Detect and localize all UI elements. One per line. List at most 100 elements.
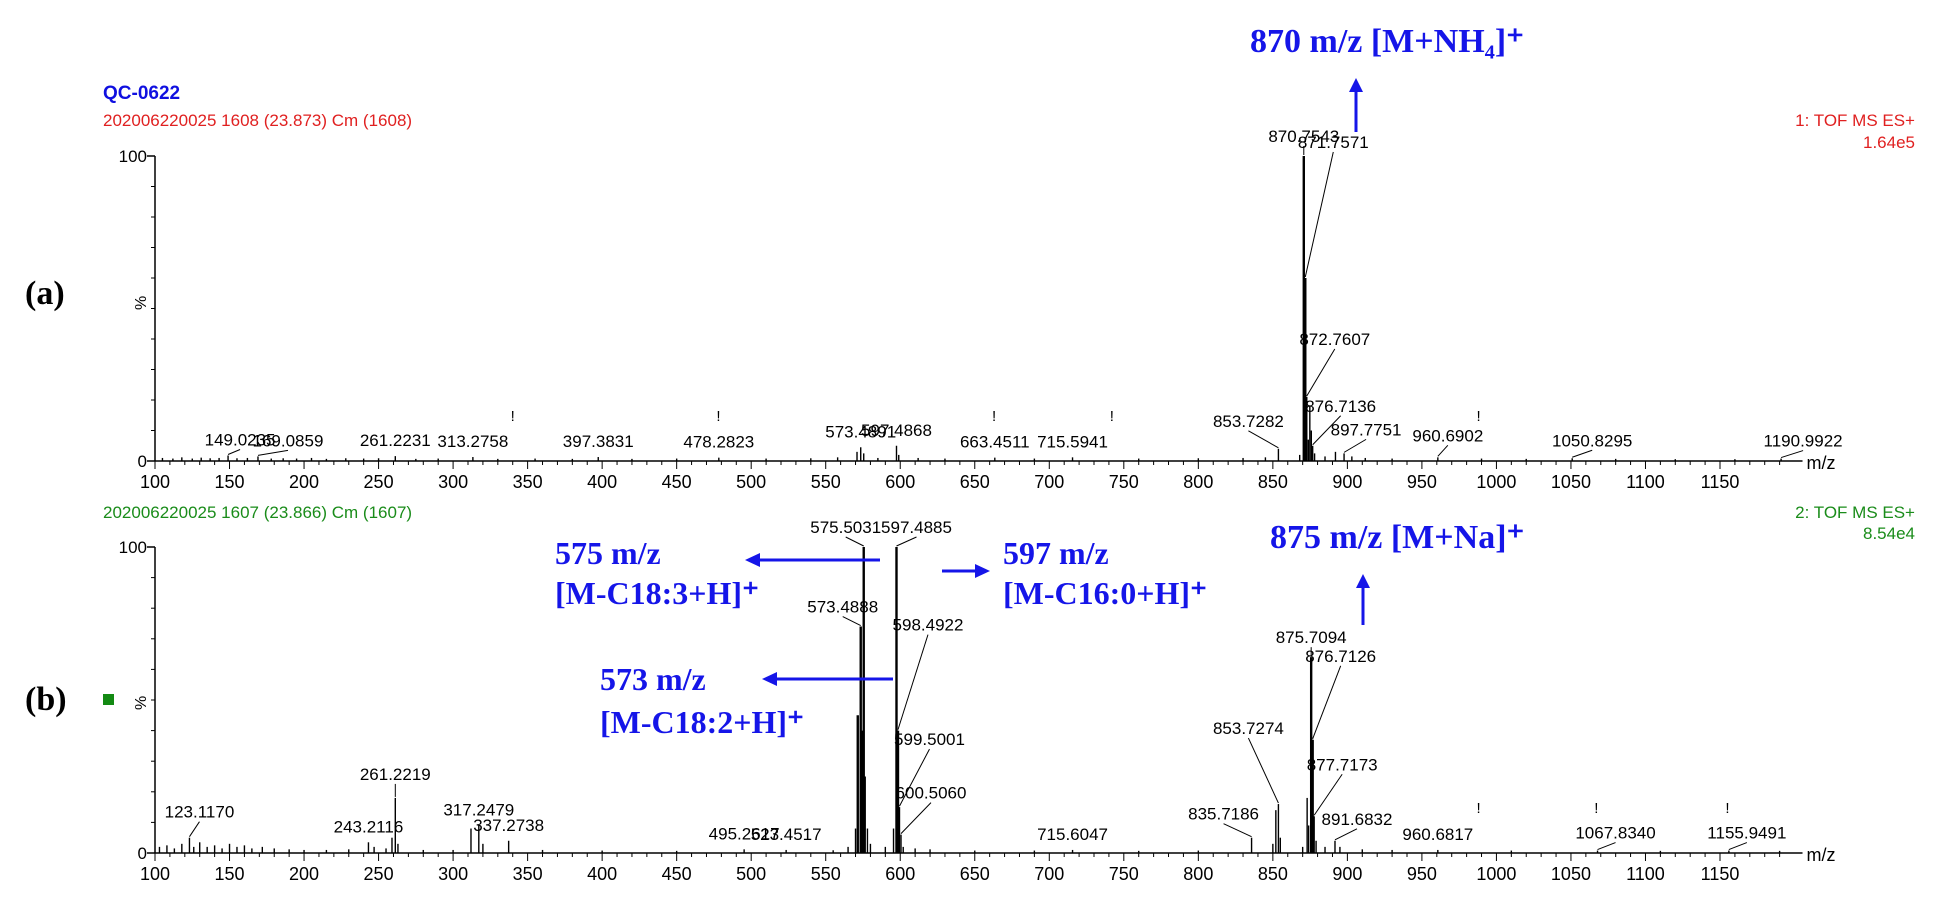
panel-a-scan-info: 202006220025 1608 (23.873) Cm (1608) bbox=[103, 111, 412, 130]
peak-label-leader bbox=[842, 616, 861, 627]
x-tick-label: 350 bbox=[513, 864, 543, 884]
y-tick-label: 0 bbox=[138, 452, 147, 471]
panel-a-label: (a) bbox=[25, 275, 65, 312]
x-tick-label: 1150 bbox=[1701, 864, 1740, 884]
x-tick-label: 550 bbox=[811, 864, 841, 884]
peak-label: 877.7173 bbox=[1307, 755, 1378, 774]
peak-label-leader bbox=[1780, 450, 1804, 459]
panel-a-ylabel: % bbox=[133, 296, 150, 310]
peak-label: 960.6902 bbox=[1412, 426, 1483, 445]
peak-label: 337.2738 bbox=[473, 816, 544, 835]
peak-label: 573.4888 bbox=[807, 598, 878, 617]
peak-label: 853.7282 bbox=[1213, 412, 1284, 431]
x-tick-label: 1100 bbox=[1626, 864, 1665, 884]
x-tick-label: 1150 bbox=[1701, 472, 1740, 492]
x-tick-label: 150 bbox=[215, 472, 245, 492]
peak-label: 149.0235 bbox=[205, 431, 276, 450]
saturation-flag: ! bbox=[1110, 408, 1114, 425]
x-tick-label: 250 bbox=[364, 864, 394, 884]
peak-label: 261.2231 bbox=[360, 431, 431, 450]
panel-b-scan-info: 202006220025 1607 (23.866) Cm (1607) bbox=[103, 503, 412, 522]
x-tick-label: 700 bbox=[1034, 864, 1064, 884]
x-tick-label: 500 bbox=[736, 472, 766, 492]
x-tick-label: 300 bbox=[438, 864, 468, 884]
x-tick-label: 750 bbox=[1109, 472, 1139, 492]
x-tick-label: 850 bbox=[1258, 472, 1288, 492]
peak-label-leader bbox=[845, 536, 864, 547]
annotation-875: 875 m/z [M+Na]⁺ bbox=[1270, 519, 1524, 556]
peak-label: 397.3831 bbox=[563, 432, 634, 451]
annotation-597-mz: 597 m/z bbox=[1003, 535, 1109, 571]
peak-label-leader bbox=[1304, 151, 1334, 278]
peak-label-leader bbox=[1728, 842, 1748, 851]
peak-label: 715.5941 bbox=[1037, 432, 1108, 451]
peak-label: 663.4511 bbox=[960, 433, 1030, 452]
peak-label: 870.7543 bbox=[1268, 127, 1339, 146]
sample-label: QC-0622 bbox=[103, 83, 180, 104]
peak-label: 891.6832 bbox=[1322, 810, 1393, 829]
peak-label: 853.7274 bbox=[1213, 719, 1284, 738]
x-tick-label: 700 bbox=[1034, 472, 1064, 492]
x-tick-label: 150 bbox=[215, 864, 245, 884]
panel-b-function: 2: TOF MS ES+ bbox=[1795, 503, 1915, 522]
peak-label: 835.7186 bbox=[1188, 805, 1259, 824]
panel-b-marker bbox=[103, 694, 114, 705]
peak-label: 495.2617 bbox=[709, 824, 780, 843]
saturation-flag: ! bbox=[1476, 800, 1480, 817]
saturation-flag: ! bbox=[1476, 408, 1480, 425]
peak-label-leader bbox=[900, 802, 932, 834]
saturation-flag: ! bbox=[1594, 800, 1598, 817]
x-tick-label: 1050 bbox=[1551, 864, 1591, 884]
x-tick-label: 450 bbox=[662, 864, 692, 884]
x-tick-label: 250 bbox=[364, 472, 394, 492]
arrow-870-head bbox=[1349, 78, 1363, 92]
panel-b-intensity: 8.54e4 bbox=[1863, 524, 1915, 543]
x-axis-label: m/z bbox=[1807, 453, 1836, 473]
peak-label: 960.6817 bbox=[1402, 825, 1473, 844]
x-tick-label: 400 bbox=[587, 472, 617, 492]
x-tick-label: 600 bbox=[885, 864, 915, 884]
peak-label: 600.5060 bbox=[896, 784, 967, 803]
x-tick-label: 600 bbox=[885, 472, 915, 492]
arrow-575-head bbox=[745, 553, 760, 567]
x-tick-label: 550 bbox=[811, 472, 841, 492]
peak-label: 573.4891 bbox=[825, 422, 896, 441]
peak-label: 1190.9922 bbox=[1764, 432, 1843, 451]
x-tick-label: 1000 bbox=[1476, 472, 1516, 492]
x-tick-label: 200 bbox=[289, 864, 319, 884]
peak-label: 313.2758 bbox=[437, 432, 508, 451]
peak-label: 317.2479 bbox=[443, 800, 514, 819]
panel-a-function: 1: TOF MS ES+ bbox=[1795, 111, 1915, 130]
x-tick-label: 800 bbox=[1183, 472, 1213, 492]
peak-label-leader bbox=[257, 449, 289, 456]
x-tick-label: 1050 bbox=[1551, 472, 1591, 492]
annotation-870: 870 m/z [M+NH₄]⁺ bbox=[1250, 23, 1524, 60]
y-tick-label: 0 bbox=[138, 844, 147, 863]
x-tick-label: 500 bbox=[736, 864, 766, 884]
peak-label-leader bbox=[1312, 415, 1342, 446]
annotation-573-ion: [M-C18:2+H]⁺ bbox=[600, 704, 804, 740]
saturation-flag: ! bbox=[992, 408, 996, 425]
peak-label: 261.2219 bbox=[360, 765, 431, 784]
arrow-597-head bbox=[975, 564, 990, 578]
panel-a-intensity: 1.64e5 bbox=[1863, 133, 1915, 152]
x-tick-label: 300 bbox=[438, 472, 468, 492]
x-tick-label: 750 bbox=[1109, 864, 1139, 884]
annotation-575-mz: 575 m/z bbox=[555, 535, 661, 571]
x-tick-label: 800 bbox=[1183, 864, 1213, 884]
peak-label: 1067.8340 bbox=[1575, 824, 1655, 843]
panel-b-ylabel: % bbox=[133, 696, 150, 710]
peak-label-leader bbox=[899, 748, 930, 807]
arrow-875-head bbox=[1356, 574, 1370, 588]
x-tick-label: 400 bbox=[587, 864, 617, 884]
peak-label-leader bbox=[1248, 430, 1279, 449]
peak-label-leader bbox=[1343, 438, 1367, 453]
peak-label: 871.7571 bbox=[1298, 133, 1369, 152]
x-tick-label: 1100 bbox=[1626, 472, 1665, 492]
x-axis-label: m/z bbox=[1807, 845, 1836, 865]
x-tick-label: 650 bbox=[960, 472, 990, 492]
annotations: 870 m/z [M+NH₄]⁺ 875 m/z [M+Na]⁺ 575 m/z… bbox=[555, 23, 1524, 740]
peak-label-leader bbox=[1572, 449, 1593, 458]
y-tick-label: 100 bbox=[119, 147, 147, 166]
